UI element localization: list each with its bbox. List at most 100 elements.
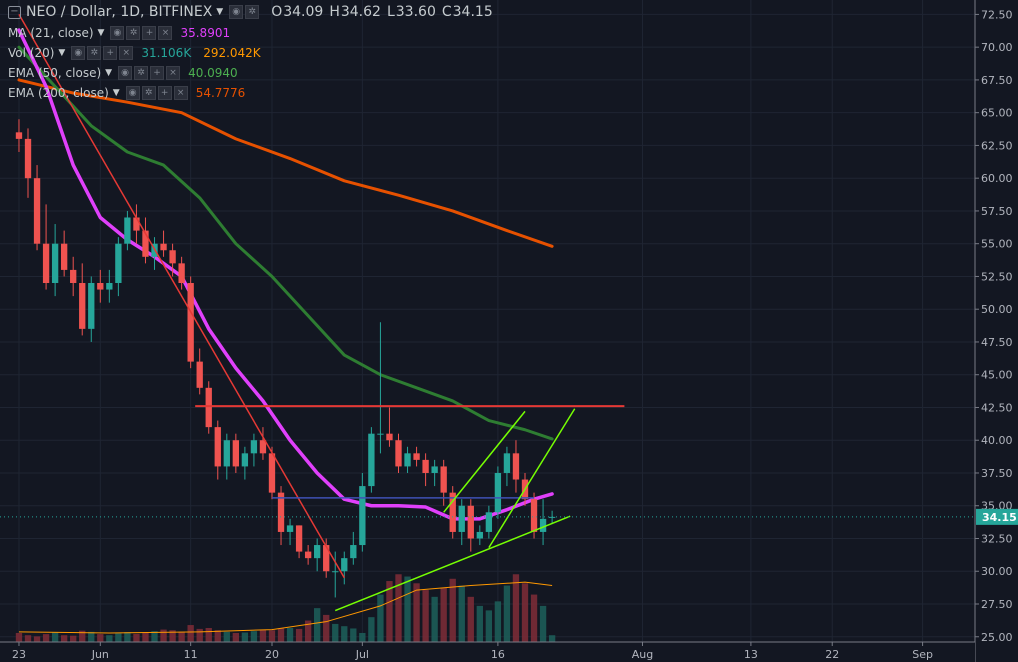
eye-icon[interactable]: ◉	[118, 66, 133, 80]
gear-icon[interactable]: ✲	[87, 46, 102, 60]
indicator-value-ma: 292.042K	[203, 46, 261, 60]
indicator-value: 31.106K	[141, 46, 192, 60]
indicator-label[interactable]: EMA (50, close)	[8, 66, 102, 80]
candle-body	[467, 505, 474, 539]
candle-body	[60, 243, 68, 270]
price-tick-label: 67.50	[981, 74, 1013, 87]
candle-body	[404, 453, 411, 467]
gear-icon[interactable]: ✲	[134, 66, 149, 80]
price-axis[interactable]: 72.50 70.00 67.50 65.00 62.50 60.00 57.50 55.00…	[974, 0, 1018, 662]
volume-bar	[449, 578, 456, 642]
candle-body	[530, 499, 538, 532]
plus-icon[interactable]: +	[103, 46, 118, 60]
trendline-channel-upper[interactable]	[443, 410, 526, 513]
candle-body	[51, 243, 59, 284]
indicator-volume: Vol (20) ▼ ◉ ✲ + × 31.106K 292.042K	[8, 44, 271, 62]
close-icon[interactable]: ×	[119, 46, 134, 60]
eye-icon[interactable]: ◉	[125, 86, 140, 100]
plus-icon[interactable]: +	[142, 26, 157, 40]
indicator-label[interactable]: EMA (200, close)	[8, 86, 109, 100]
price-tick-label: 70.00	[981, 41, 1013, 54]
indicator-ema50: EMA (50, close) ▼ ◉ ✲ + × 40.0940	[8, 64, 248, 82]
legend-overlay: − NEO / Dollar, 1D, BITFINEX ▼ ◉ ✲ O 34.…	[0, 0, 975, 110]
caret-down-icon[interactable]: ▼	[112, 88, 120, 98]
close-icon[interactable]: ×	[158, 26, 173, 40]
volume-bar	[241, 632, 249, 642]
candle-body	[332, 571, 339, 573]
indicator-ema200: EMA (200, close) ▼ ◉ ✲ + × 54.7776	[8, 84, 255, 102]
gear-icon[interactable]: ✲	[141, 86, 156, 100]
volume-bar	[422, 590, 429, 642]
series-controls: ◉ ✲	[229, 5, 260, 19]
eye-icon[interactable]: ◉	[110, 26, 125, 40]
trendlines[interactable]	[18, 14, 625, 612]
price-tick-label: 45.00	[981, 369, 1013, 382]
time-axis[interactable]: 23 Jun 11 20 Jul 16 Aug 13 22 Sep	[0, 641, 975, 662]
last-price-label: 34.15	[982, 511, 1017, 524]
caret-down-icon[interactable]: ▼	[58, 48, 66, 58]
volume-bar	[169, 630, 176, 642]
indicator-label[interactable]: MA (21, close)	[8, 26, 94, 40]
collapse-icon[interactable]: −	[8, 5, 21, 19]
symbol-title[interactable]: NEO / Dollar, 1D, BITFINEX	[26, 4, 213, 20]
indicator-label[interactable]: Vol (20)	[8, 46, 55, 60]
candle-body	[259, 440, 267, 454]
open-value: 34.09	[283, 4, 324, 20]
gear-icon[interactable]: ✲	[245, 5, 260, 19]
close-icon[interactable]: ×	[173, 86, 188, 100]
volume-bar	[467, 596, 474, 642]
volume-bar	[142, 632, 149, 642]
volume-bar	[494, 601, 502, 642]
price-tick-label: 57.50	[981, 205, 1013, 218]
time-tick-label: 20	[265, 648, 279, 661]
volume-bar	[223, 631, 230, 642]
candle-body	[196, 361, 203, 388]
indicator-controls: ◉ ✲ + ×	[125, 86, 188, 100]
candle-body	[268, 453, 276, 493]
caret-down-icon[interactable]: ▼	[216, 7, 224, 17]
volume-bar	[115, 633, 122, 642]
indicator-controls: ◉ ✲ + ×	[110, 26, 173, 40]
trendline-channel-lower[interactable]	[488, 408, 576, 549]
candle-body	[341, 558, 348, 572]
candle-body	[232, 440, 240, 467]
time-tick-label: 13	[744, 648, 758, 661]
volume-bar	[250, 631, 258, 642]
gear-icon[interactable]: ✲	[126, 26, 141, 40]
trendline-downtrend[interactable]	[18, 14, 345, 579]
candle-body	[124, 217, 131, 244]
candle-body	[485, 512, 493, 532]
price-tick-label: 50.00	[981, 303, 1013, 316]
candle-body	[205, 387, 212, 428]
volume-bar	[106, 635, 113, 642]
eye-icon[interactable]: ◉	[71, 46, 86, 60]
candle-body	[115, 243, 122, 284]
eye-icon[interactable]: ◉	[229, 5, 244, 19]
candle-body	[15, 132, 23, 139]
indicator-controls: ◉ ✲ + ×	[71, 46, 134, 60]
volume-ma-line	[18, 581, 553, 634]
volume-bar	[232, 632, 240, 642]
caret-down-icon[interactable]: ▼	[97, 28, 105, 38]
volume-bar	[60, 635, 68, 642]
volume-bar	[314, 608, 321, 642]
price-tick-label: 60.00	[981, 172, 1013, 185]
volume-bar	[512, 574, 520, 642]
candle-body	[395, 440, 402, 467]
volume-bar	[51, 632, 59, 642]
volume-bar	[476, 605, 483, 642]
high-label: H	[329, 4, 340, 20]
plus-icon[interactable]: +	[150, 66, 165, 80]
close-icon[interactable]: ×	[166, 66, 181, 80]
volume-bar	[205, 628, 212, 642]
caret-down-icon[interactable]: ▼	[105, 68, 113, 78]
plus-icon[interactable]: +	[157, 86, 172, 100]
volume-bar	[377, 594, 384, 642]
candle-body	[476, 531, 483, 539]
open-label: O	[271, 4, 283, 20]
volume-bar	[521, 583, 529, 642]
volume-bar	[295, 628, 303, 642]
trendline-support[interactable]	[334, 515, 571, 612]
volume-bar	[323, 614, 330, 642]
